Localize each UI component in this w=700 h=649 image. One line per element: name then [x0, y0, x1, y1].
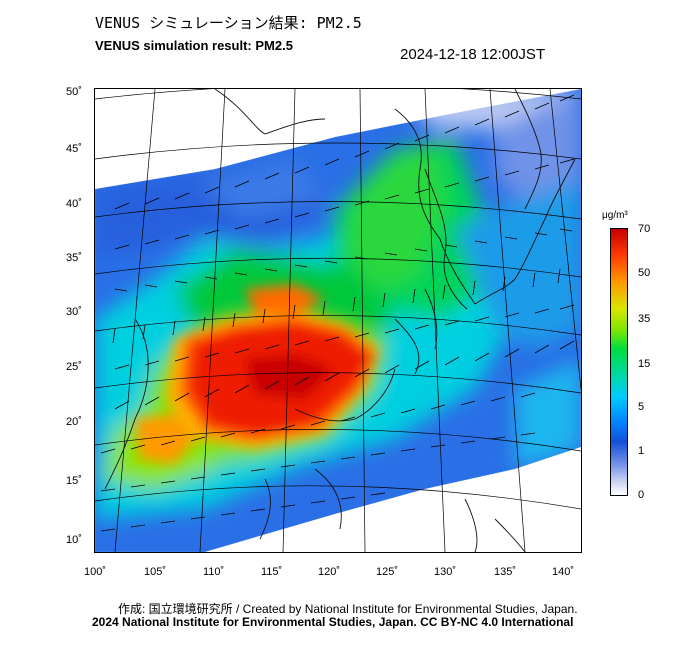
lon-label-105: 105˚ [144, 566, 167, 578]
pm25-map-svg [95, 89, 581, 552]
lon-label-120: 120˚ [318, 566, 341, 578]
lat-label-20: 20˚ [66, 416, 82, 428]
lat-label-40: 40˚ [66, 198, 82, 210]
lon-label-125: 125˚ [376, 566, 399, 578]
colorbar-unit: μg/m³ [602, 210, 628, 221]
lat-label-25: 25˚ [66, 361, 82, 373]
colorbar-tick-5: 5 [638, 401, 645, 413]
title-japanese: VENUS シミュレーション結果: PM2.5 [95, 14, 362, 32]
coastlines [104, 89, 576, 552]
colorbar-tick-0: 0 [638, 489, 645, 501]
wind-vectors [100, 94, 575, 532]
lat-label-30: 30˚ [66, 306, 82, 318]
colorbar-tick-1: 1 [638, 445, 645, 457]
credit-line: 作成: 国立環境研究所 / Created by National Instit… [118, 602, 578, 616]
lon-label-140: 140˚ [552, 566, 575, 578]
lat-label-50: 50˚ [66, 86, 82, 98]
colorbar [610, 228, 628, 496]
lon-label-130: 130˚ [434, 566, 457, 578]
lat-label-10: 10˚ [66, 534, 82, 546]
title-english: VENUS simulation result: PM2.5 [95, 38, 293, 53]
lat-label-45: 45˚ [66, 143, 82, 155]
lat-label-15: 15˚ [66, 475, 82, 487]
lon-label-100: 100˚ [84, 566, 107, 578]
colorbar-tick-35: 35 [638, 313, 651, 325]
colorbar-tick-50: 50 [638, 267, 651, 279]
pm25-map [94, 88, 582, 553]
colorbar-tick-70: 70 [638, 223, 651, 235]
lon-label-135: 135˚ [494, 566, 517, 578]
forecast-datetime: 2024-12-18 12:00JST [400, 46, 546, 63]
colorbar-tick-15: 15 [638, 358, 651, 370]
lon-label-110: 110˚ [203, 566, 225, 578]
copyright-line: 2024 National Institute for Environmenta… [92, 615, 574, 629]
lon-label-115: 115˚ [261, 566, 283, 578]
lat-label-35: 35˚ [66, 252, 82, 264]
graticule [95, 89, 581, 552]
concentration-field [95, 89, 581, 552]
